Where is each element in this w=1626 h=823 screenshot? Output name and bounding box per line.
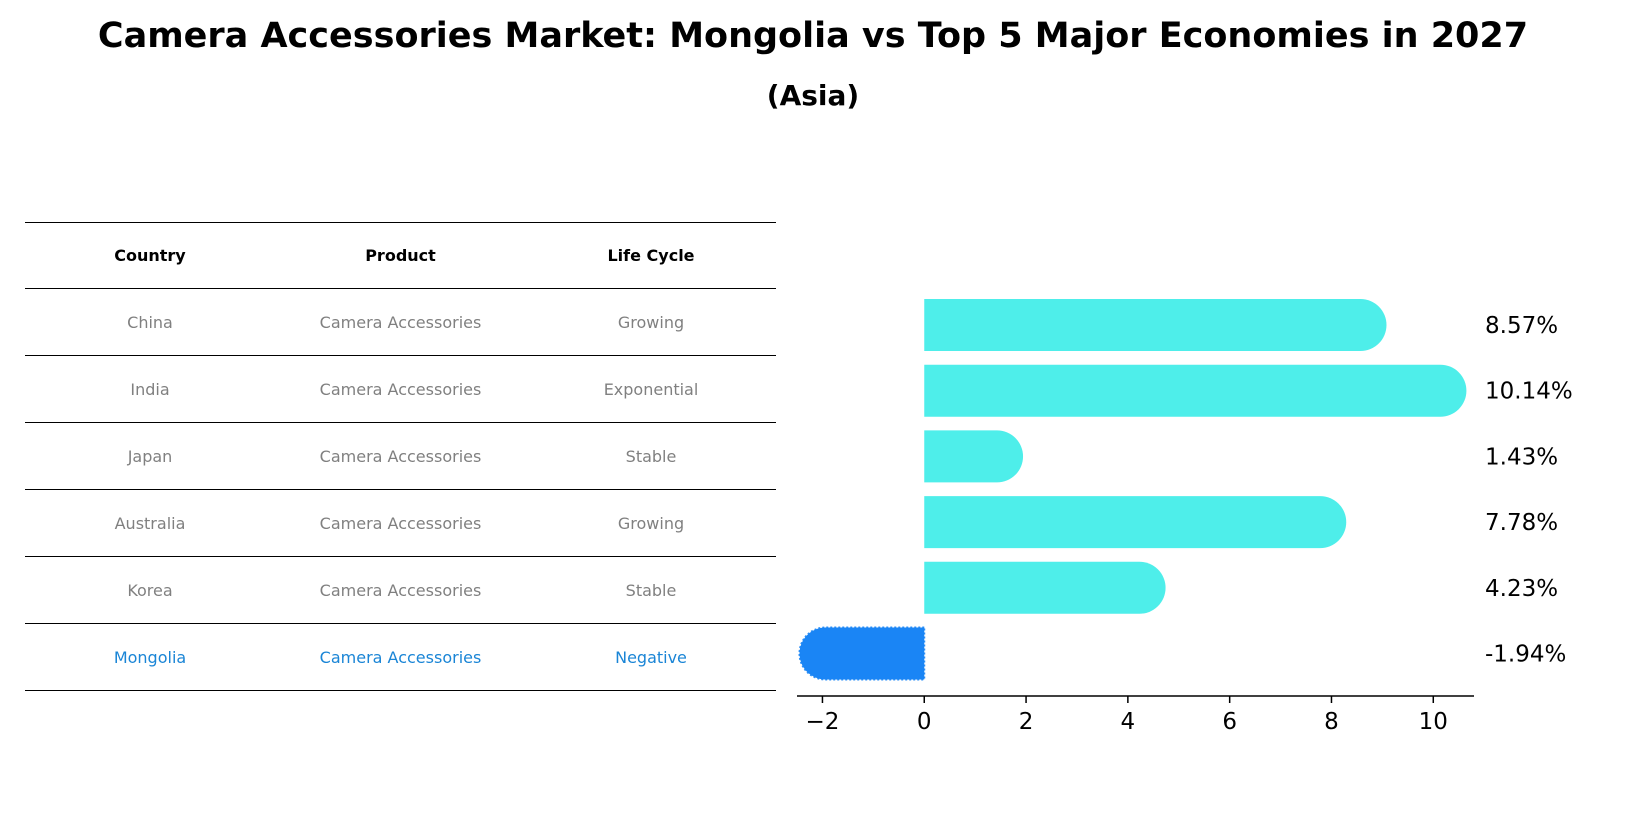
cell-country: China <box>127 313 173 332</box>
table-row-highlight: Mongolia Camera Accessories Negative <box>25 624 776 691</box>
table-row: China Camera Accessories Growing <box>25 289 776 356</box>
cell-life-cycle: Stable <box>625 447 677 466</box>
x-tick-label: 6 <box>1222 709 1237 735</box>
cell-life-cycle: Negative <box>615 648 687 667</box>
cell-product: Camera Accessories <box>319 581 482 600</box>
cell-country: Japan <box>127 447 173 466</box>
data-table: Country Product Life Cycle China Camera … <box>25 222 776 691</box>
table-header-row: Country Product Life Cycle <box>25 222 776 289</box>
cell-country: Mongolia <box>113 648 187 667</box>
bar-korea <box>924 561 1166 614</box>
cell-life-cycle: Growing <box>617 313 685 332</box>
header-life-cycle: Life Cycle <box>607 246 695 265</box>
header-country: Country <box>114 246 186 265</box>
table-row: India Camera Accessories Exponential <box>25 356 776 423</box>
bar-australia <box>924 496 1347 549</box>
cell-country: Australia <box>114 514 186 533</box>
cell-product: Camera Accessories <box>319 313 482 332</box>
bar-japan <box>924 430 1024 483</box>
cell-life-cycle: Stable <box>625 581 677 600</box>
x-tick-label: −2 <box>805 709 839 735</box>
chart-title: Camera Accessories Market: Mongolia vs T… <box>97 16 1529 56</box>
cell-life-cycle: Growing <box>617 514 685 533</box>
cell-product: Camera Accessories <box>319 514 482 533</box>
x-tick-label: 0 <box>917 709 932 735</box>
x-tick-label: 8 <box>1324 709 1339 735</box>
bar-india <box>924 364 1467 417</box>
x-tick-label: 4 <box>1121 709 1136 735</box>
cell-life-cycle: Exponential <box>603 380 699 399</box>
data-label-japan: 1.43% <box>1485 444 1558 470</box>
data-label-mongolia: -1.94% <box>1485 642 1566 668</box>
data-label-australia: 7.78% <box>1485 510 1558 536</box>
bar-mongolia <box>798 626 926 681</box>
table-row: Australia Camera Accessories Growing <box>25 490 776 557</box>
data-label-korea: 4.23% <box>1485 576 1558 602</box>
header-product: Product <box>365 246 436 265</box>
data-label-india: 10.14% <box>1485 379 1573 405</box>
x-tick-label: 10 <box>1419 709 1448 735</box>
chart-subtitle: (Asia) <box>766 79 860 112</box>
cell-product: Camera Accessories <box>319 648 482 667</box>
x-tick-label: 2 <box>1019 709 1034 735</box>
table-row: Korea Camera Accessories Stable <box>25 557 776 624</box>
bar-china <box>924 299 1387 351</box>
cell-product: Camera Accessories <box>319 447 482 466</box>
table-row: Japan Camera Accessories Stable <box>25 423 776 490</box>
data-label-china: 8.57% <box>1485 313 1558 339</box>
cell-country: Korea <box>127 581 173 600</box>
cell-country: India <box>130 380 170 399</box>
cell-product: Camera Accessories <box>319 380 482 399</box>
